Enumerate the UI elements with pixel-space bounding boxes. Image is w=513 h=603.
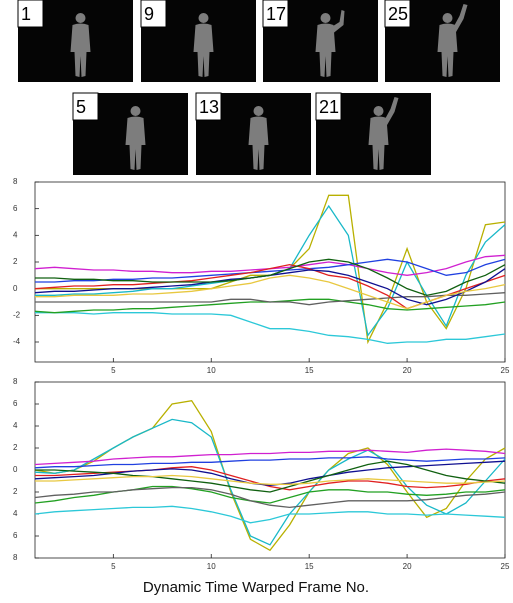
- y-tick-label: 6: [13, 531, 18, 540]
- y-tick-label: 2: [13, 257, 18, 266]
- series-line: [35, 312, 506, 344]
- arm: [453, 4, 468, 33]
- series-line: [35, 274, 506, 310]
- body: [193, 23, 214, 77]
- head: [442, 13, 453, 23]
- y-tick-label: 8: [13, 553, 18, 562]
- x-tick-label: 10: [207, 366, 216, 375]
- y-tick-label: 2: [13, 443, 18, 452]
- frame-label-box: [140, 0, 167, 28]
- series-line: [35, 258, 506, 283]
- arm: [331, 10, 345, 33]
- plot-area: [34, 381, 506, 559]
- frame-label: 25: [388, 4, 408, 24]
- y-tick-label: 6: [13, 204, 18, 213]
- frame-label: 1: [21, 4, 31, 24]
- y-tick-label: 4: [13, 421, 18, 430]
- frame-label-box: [384, 0, 411, 28]
- head: [253, 106, 264, 116]
- body: [248, 116, 269, 170]
- y-tick-label: -2: [13, 310, 21, 319]
- series-line: [35, 460, 506, 493]
- x-tick-label: 25: [501, 366, 510, 375]
- frame-label: 21: [319, 97, 339, 117]
- series-line: [35, 292, 506, 306]
- y-tick-label: 6: [13, 399, 18, 408]
- silhouette: [193, 13, 214, 77]
- x-tick-label: 15: [305, 366, 314, 375]
- series-line: [34, 448, 506, 466]
- y-tick-label: 4: [13, 230, 18, 239]
- y-tick-label: 0: [13, 284, 18, 293]
- series-line: [35, 258, 506, 297]
- series-line: [34, 456, 506, 469]
- frame-label: 17: [266, 4, 286, 24]
- y-tick-label: 8: [13, 177, 18, 186]
- frame-label-box: [262, 0, 289, 28]
- frame-label-box: [315, 92, 342, 121]
- silhouette: [70, 13, 91, 77]
- y-tick-label: -4: [13, 337, 21, 346]
- y-tick-label: 4: [13, 509, 18, 518]
- series-line: [34, 418, 506, 546]
- series-line: [35, 474, 506, 485]
- caption: Dynamic Time Warped Frame No.: [143, 579, 369, 596]
- series-line: [34, 505, 506, 524]
- x-tick-label: 5: [111, 562, 116, 571]
- body: [70, 23, 91, 77]
- y-tick-label: 2: [13, 487, 18, 496]
- x-tick-label: 20: [403, 562, 412, 571]
- frame-label: 9: [144, 4, 154, 24]
- head: [75, 13, 86, 23]
- plot-area: [34, 181, 506, 363]
- silhouette: [248, 106, 269, 170]
- frame-label-box: [195, 92, 222, 121]
- silhouette: [368, 97, 399, 170]
- x-tick-label: 15: [305, 562, 314, 571]
- x-tick-label: 5: [111, 366, 116, 375]
- body: [315, 23, 336, 77]
- x-tick-label: 25: [501, 562, 510, 571]
- silhouette: [315, 10, 345, 77]
- frame-label: 5: [76, 97, 86, 117]
- body: [368, 116, 389, 170]
- head: [130, 106, 141, 116]
- frame-label-box: [72, 92, 99, 121]
- x-tick-label: 20: [403, 366, 412, 375]
- silhouette: [125, 106, 146, 170]
- y-tick-label: 0: [13, 465, 18, 474]
- y-tick-label: 8: [13, 377, 18, 386]
- head: [320, 13, 331, 23]
- head: [373, 106, 384, 116]
- frame-label: 13: [199, 97, 219, 117]
- arm: [384, 97, 399, 126]
- body: [437, 23, 458, 77]
- silhouette: [437, 4, 468, 77]
- series-line: [34, 486, 506, 509]
- body: [125, 116, 146, 170]
- head: [198, 13, 209, 23]
- series-line: [35, 466, 506, 491]
- frame-label-box: [17, 0, 44, 28]
- x-tick-label: 10: [207, 562, 216, 571]
